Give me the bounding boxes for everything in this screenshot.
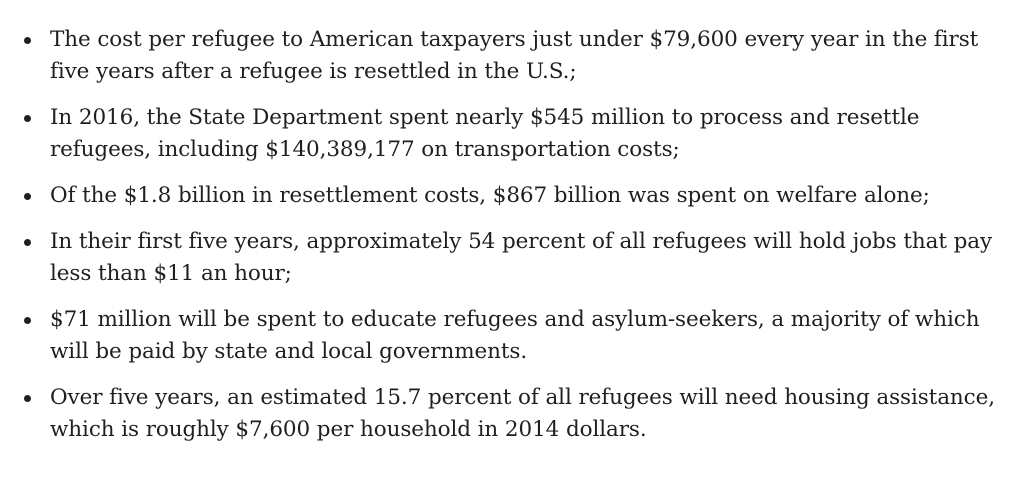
list-item: Over five years, an estimated 15.7 perce…: [0, 382, 1024, 446]
list-item-text: $71 million will be spent to educate ref…: [50, 307, 980, 364]
bullet-dot-icon: [24, 239, 31, 246]
bullet-dot-icon: [24, 37, 31, 44]
list-item: In 2016, the State Department spent near…: [0, 102, 1024, 166]
list-item-text: Of the $1.8 billion in resettlement cost…: [50, 183, 930, 208]
bullet-dot-icon: [24, 115, 31, 122]
list-item-text: In 2016, the State Department spent near…: [50, 105, 920, 162]
bullet-list: The cost per refugee to American taxpaye…: [0, 24, 1024, 460]
list-item: The cost per refugee to American taxpaye…: [0, 24, 1024, 88]
list-item-text: The cost per refugee to American taxpaye…: [50, 27, 979, 84]
bullet-dot-icon: [24, 193, 31, 200]
bullet-dot-icon: [24, 395, 31, 402]
list-item: Of the $1.8 billion in resettlement cost…: [0, 180, 1024, 212]
list-item: $71 million will be spent to educate ref…: [0, 304, 1024, 368]
bullet-dot-icon: [24, 317, 31, 324]
list-item: In their first five years, approximately…: [0, 226, 1024, 290]
list-item-text: In their first five years, approximately…: [50, 229, 993, 286]
list-item-text: Over five years, an estimated 15.7 perce…: [50, 385, 995, 442]
